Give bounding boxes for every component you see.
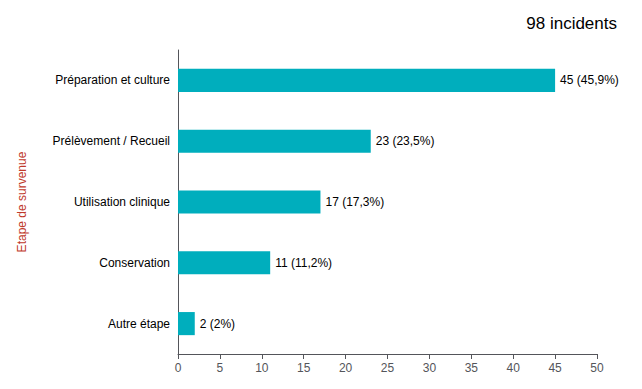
svg-text:25: 25 [381,361,395,375]
svg-text:Conservation: Conservation [99,256,170,270]
svg-text:23 (23,5%): 23 (23,5%) [376,134,435,148]
svg-text:45: 45 [548,361,562,375]
svg-text:11 (11,2%): 11 (11,2%) [275,256,332,270]
svg-text:Autre étape: Autre étape [108,317,170,331]
svg-text:Utilisation clinique: Utilisation clinique [74,195,170,209]
svg-text:Prélèvement / Recueil: Prélèvement / Recueil [53,134,170,148]
svg-text:15: 15 [297,361,311,375]
svg-text:35: 35 [465,361,479,375]
svg-text:2 (2%): 2 (2%) [200,317,235,331]
svg-text:Préparation et culture: Préparation et culture [55,73,170,87]
svg-text:40: 40 [507,361,521,375]
svg-text:98 incidents: 98 incidents [526,14,617,33]
svg-text:0: 0 [175,361,182,375]
svg-text:45 (45,9%): 45 (45,9%) [560,73,619,87]
svg-text:10: 10 [255,361,269,375]
svg-text:20: 20 [339,361,353,375]
svg-text:Etape de survenue: Etape de survenue [15,151,29,252]
svg-text:5: 5 [217,361,224,375]
svg-text:17 (17,3%): 17 (17,3%) [325,195,384,209]
svg-text:30: 30 [423,361,437,375]
svg-text:50: 50 [590,361,604,375]
